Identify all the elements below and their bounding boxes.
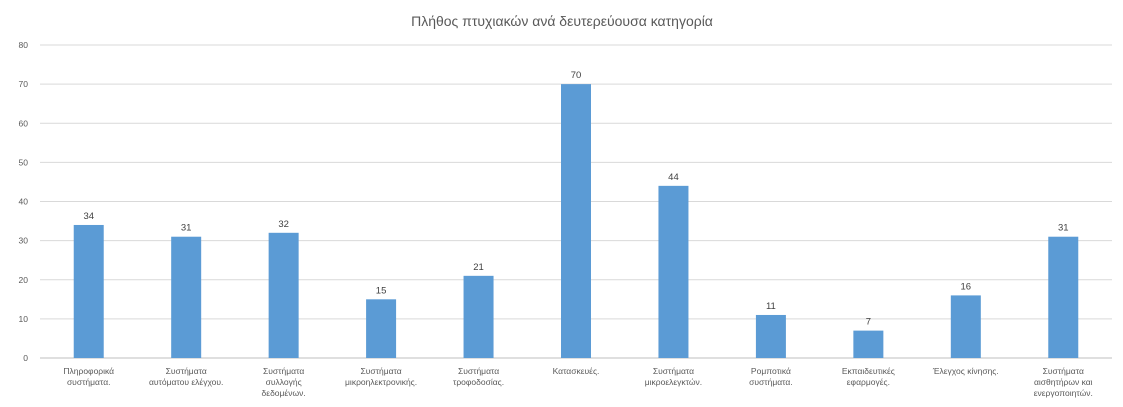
category-label: Εκπαιδευτικές εφαρμογές. xyxy=(842,366,895,387)
category-label-line: μικροηλεκτρονικής. xyxy=(345,377,417,387)
category-label: Συστήματα συλλογής δεδομένων. xyxy=(262,366,306,398)
y-tick-label: 80 xyxy=(19,40,29,50)
category-label-line: μικροελεγκτών. xyxy=(645,377,702,387)
bar xyxy=(658,185,689,358)
y-tick-label: 40 xyxy=(19,197,29,207)
bar xyxy=(1048,236,1079,358)
bar xyxy=(171,236,202,358)
data-label: 11 xyxy=(766,301,776,312)
data-label: 44 xyxy=(668,172,679,183)
data-label: 31 xyxy=(181,223,192,234)
category-label-line: Συστήματα xyxy=(653,366,694,376)
category-label: Έλεγχος κίνησης. xyxy=(932,366,999,376)
category-label-line: Συστήματα xyxy=(360,366,401,376)
category-label-line: εφαρμογές. xyxy=(847,377,890,387)
data-label: 16 xyxy=(961,281,972,292)
bar xyxy=(73,224,104,358)
category-label-line: αυτόματου ελέγχου. xyxy=(149,377,223,387)
category-label: Συστήματα αισθητήρων και ενεργοποιητών. xyxy=(1034,366,1093,398)
y-tick-label: 30 xyxy=(19,236,29,246)
chart-title: Πλήθος πτυχιακών ανά δευτερεύουσα κατηγο… xyxy=(411,13,713,29)
y-tick-label: 0 xyxy=(23,353,28,363)
category-label: Συστήματα μικροελεγκτών. xyxy=(645,366,702,387)
category-label: Συστήματα μικροηλεκτρονικής. xyxy=(345,366,417,387)
bars xyxy=(73,84,1079,358)
data-labels: 34 31 32 15 21 70 44 11 7 16 31 xyxy=(83,70,1068,327)
category-label-line: συλλογής xyxy=(266,377,302,387)
category-label-line: Πληροφορικά xyxy=(63,366,114,376)
data-label: 34 xyxy=(83,211,94,222)
category-label-line: συστήματα. xyxy=(749,377,793,387)
bar xyxy=(463,275,494,358)
category-label-line: συστήματα. xyxy=(67,377,111,387)
bar xyxy=(755,314,786,358)
category-label-line: Συστήματα xyxy=(166,366,207,376)
y-tick-label: 20 xyxy=(19,275,29,285)
bar xyxy=(950,295,981,358)
data-label: 31 xyxy=(1058,223,1069,234)
category-label: Ρομποτικά συστήματα. xyxy=(749,366,793,387)
bar xyxy=(853,330,884,358)
y-tick-label: 60 xyxy=(19,118,29,128)
y-tick-label: 50 xyxy=(19,157,29,167)
category-label: Συστήματα τροφοδοσίας. xyxy=(453,366,504,387)
category-label-line: αισθητήρων και xyxy=(1034,377,1093,387)
category-label-line: Έλεγχος κίνησης. xyxy=(932,366,999,376)
data-label: 32 xyxy=(278,219,289,230)
category-label-line: Συστήματα xyxy=(263,366,304,376)
category-label-line: Συστήματα xyxy=(458,366,499,376)
category-label-line: Ρομποτικά xyxy=(751,366,791,376)
x-axis-categories: Πληροφορικά συστήματα.Συστήματα αυτόματου … xyxy=(63,366,1092,398)
bar xyxy=(561,84,591,358)
category-label-line: Εκπαιδευτικές xyxy=(842,366,895,376)
category-label-line: δεδομένων. xyxy=(262,388,306,398)
y-tick-label: 70 xyxy=(19,79,29,89)
data-label: 15 xyxy=(376,285,387,296)
category-label: Συστήματα αυτόματου ελέγχου. xyxy=(149,366,223,387)
data-label: 7 xyxy=(866,317,871,328)
category-label: Κατασκευές. xyxy=(553,366,600,376)
category-label-line: Κατασκευές. xyxy=(553,366,600,376)
y-axis-ticks: 0 10 20 30 40 50 60 70 80 xyxy=(19,40,29,363)
category-label: Πληροφορικά συστήματα. xyxy=(63,366,114,387)
category-label-line: Συστήματα xyxy=(1043,366,1084,376)
category-label-line: τροφοδοσίας. xyxy=(453,377,504,387)
data-label: 21 xyxy=(473,262,484,273)
category-label-line: ενεργοποιητών. xyxy=(1034,388,1093,398)
y-tick-label: 10 xyxy=(19,314,29,324)
bar xyxy=(366,299,397,358)
bar xyxy=(268,232,299,358)
data-label: 70 xyxy=(571,70,582,81)
